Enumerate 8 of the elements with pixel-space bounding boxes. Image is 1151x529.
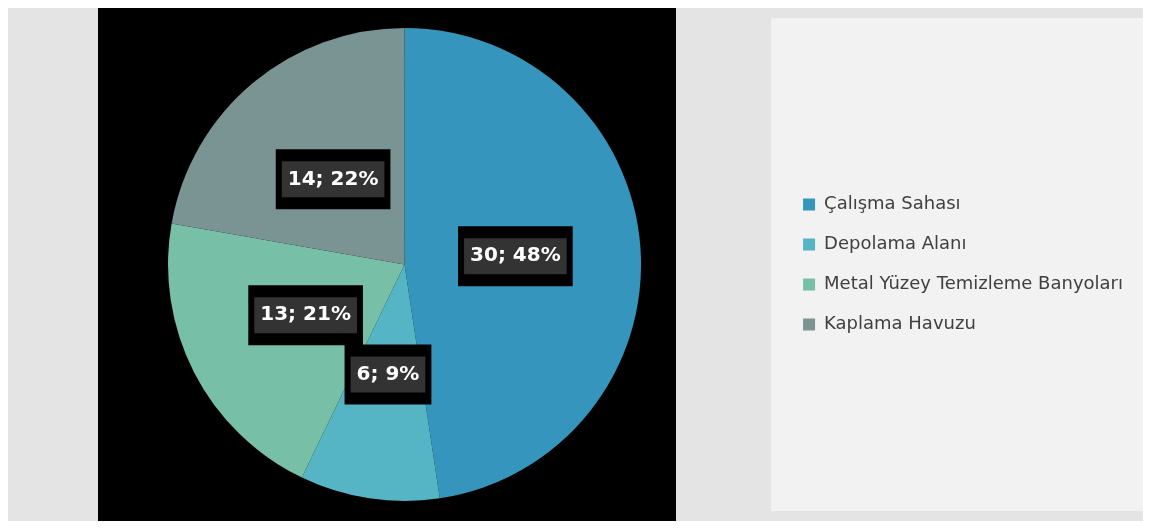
data-label: 30; 48% [470, 242, 561, 267]
data-label: 13; 21% [260, 301, 351, 326]
data-label: 6; 9% [356, 360, 420, 385]
data-label: 14; 22% [287, 165, 379, 190]
legend-label: Çalışma Sahası [824, 192, 961, 214]
legend-label: Metal Yüzey Temizleme Banyoları [824, 272, 1123, 294]
legend-label: Depolama Alanı [824, 232, 967, 254]
legend-label: Kaplama Havuzu [824, 312, 976, 334]
